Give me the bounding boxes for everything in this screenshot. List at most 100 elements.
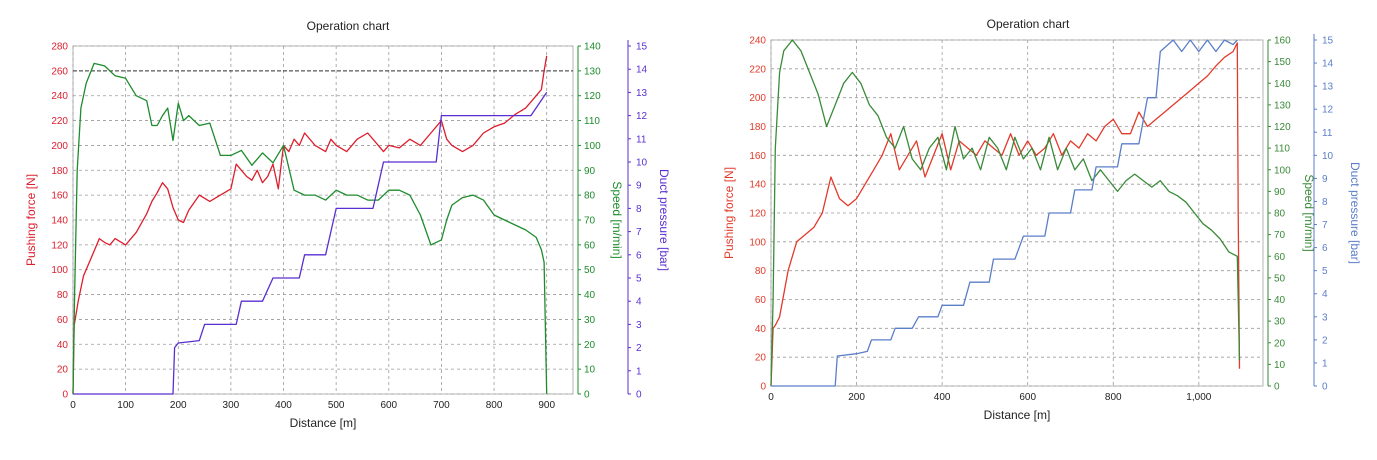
- force-tick-label: 20: [57, 365, 69, 376]
- force-tick-label: 0: [760, 382, 766, 393]
- speed-tick-label: 10: [1274, 360, 1286, 371]
- chart-title: Operation chart: [307, 19, 390, 33]
- pressure-axis-label: Duct pressure [bar]: [657, 169, 671, 271]
- pressure-tick-label: 0: [636, 390, 642, 401]
- speed-tick-label: 30: [584, 315, 596, 326]
- speed-tick-label: 60: [1274, 252, 1286, 263]
- x-tick-label: 600: [380, 400, 397, 411]
- speed-tick-label: 90: [1274, 187, 1286, 198]
- x-tick-label: 900: [538, 400, 555, 411]
- pressure-tick-label: 10: [636, 158, 648, 169]
- speed-tick-label: 60: [584, 240, 596, 251]
- x-tick-label: 800: [486, 400, 503, 411]
- force-tick-label: 20: [755, 353, 767, 364]
- force-tick-label: 80: [57, 290, 69, 301]
- x-tick-label: 800: [1105, 392, 1122, 403]
- force-tick-label: 100: [749, 237, 766, 248]
- speed-tick-label: 100: [1274, 165, 1291, 176]
- x-axis-label: Distance [m]: [984, 408, 1051, 422]
- pressure-series-line: [771, 39, 1238, 387]
- speed-tick-label: 110: [1274, 144, 1290, 155]
- x-tick-label: 100: [117, 400, 134, 411]
- speed-tick-label: 160: [1274, 36, 1291, 47]
- speed-tick-label: 50: [1274, 273, 1286, 284]
- pressure-tick-label: 14: [636, 65, 648, 76]
- force-tick-label: 160: [51, 191, 68, 202]
- force-tick-label: 140: [749, 180, 766, 191]
- speed-tick-label: 40: [1274, 295, 1286, 306]
- speed-tick-label: 0: [584, 390, 590, 401]
- force-tick-label: 40: [755, 324, 767, 335]
- pressure-axis-label: Duct pressure [bar]: [1348, 162, 1362, 264]
- speed-tick-label: 140: [584, 42, 601, 53]
- speed-tick-label: 10: [584, 365, 596, 376]
- pressure-tick-label: 15: [636, 42, 648, 53]
- speed-tick-label: 100: [584, 141, 601, 152]
- force-series-line: [770, 42, 1241, 387]
- x-tick-label: 0: [70, 400, 76, 411]
- speed-tick-label: 0: [1274, 382, 1280, 393]
- force-tick-label: 240: [51, 91, 68, 102]
- chart-title: Operation chart: [987, 17, 1070, 31]
- force-tick-label: 180: [51, 166, 68, 177]
- force-tick-label: 0: [62, 390, 68, 401]
- pressure-tick-label: 7: [636, 227, 642, 238]
- pressure-tick-label: 5: [636, 274, 642, 285]
- pressure-tick-label: 6: [636, 250, 642, 261]
- pressure-tick-label: 12: [636, 111, 648, 122]
- pressure-tick-label: 5: [1322, 266, 1328, 277]
- speed-axis-label: Speed [m/min]: [610, 181, 624, 258]
- force-tick-label: 140: [51, 216, 68, 227]
- pressure-tick-label: 8: [636, 204, 642, 215]
- speed-series-line: [770, 39, 1241, 387]
- pressure-tick-label: 2: [1322, 335, 1328, 346]
- force-tick-label: 220: [51, 116, 68, 127]
- x-tick-label: 0: [768, 392, 774, 403]
- pressure-tick-label: 11: [1322, 128, 1333, 139]
- speed-tick-label: 150: [1274, 57, 1291, 68]
- speed-tick-label: 80: [1274, 209, 1286, 220]
- force-tick-label: 260: [51, 66, 68, 77]
- pressure-tick-label: 12: [1322, 105, 1334, 116]
- speed-tick-label: 120: [1274, 122, 1291, 133]
- x-tick-label: 400: [275, 400, 292, 411]
- speed-tick-label: 50: [584, 265, 596, 276]
- force-axis-label: Pushing force [N]: [24, 174, 38, 266]
- force-tick-label: 200: [749, 93, 766, 104]
- speed-tick-label: 70: [1274, 230, 1286, 241]
- speed-tick-label: 70: [584, 216, 596, 227]
- pressure-tick-label: 4: [636, 297, 642, 308]
- force-tick-label: 280: [51, 42, 68, 53]
- speed-tick-label: 40: [584, 290, 596, 301]
- force-tick-label: 40: [57, 340, 69, 351]
- force-tick-label: 160: [749, 151, 766, 162]
- pressure-tick-label: 1: [636, 366, 642, 377]
- x-tick-label: 400: [934, 392, 951, 403]
- force-tick-label: 100: [51, 265, 68, 276]
- speed-tick-label: 120: [584, 91, 601, 102]
- pressure-tick-label: 9: [636, 181, 642, 192]
- pressure-tick-label: 6: [1322, 243, 1328, 254]
- pressure-tick-label: 0: [1322, 382, 1328, 393]
- pressure-tick-label: 4: [1322, 289, 1328, 300]
- force-tick-label: 240: [749, 36, 766, 47]
- force-tick-label: 180: [749, 122, 766, 133]
- x-axis-label: Distance [m]: [290, 416, 357, 430]
- speed-tick-label: 30: [1274, 317, 1286, 328]
- force-axis-label: Pushing force [N]: [722, 167, 736, 259]
- force-tick-label: 80: [755, 266, 767, 277]
- speed-tick-label: 20: [1274, 338, 1286, 349]
- force-tick-label: 220: [749, 64, 766, 75]
- x-tick-label: 600: [1019, 392, 1036, 403]
- pressure-tick-label: 3: [1322, 312, 1328, 323]
- speed-tick-label: 130: [584, 66, 601, 77]
- force-tick-label: 120: [51, 240, 68, 251]
- x-tick-label: 300: [223, 400, 240, 411]
- force-tick-label: 120: [749, 209, 766, 220]
- speed-axis-label: Speed [m/min]: [1302, 174, 1316, 251]
- speed-tick-label: 140: [1274, 79, 1291, 90]
- pressure-tick-label: 14: [1322, 59, 1334, 70]
- pressure-tick-label: 9: [1322, 174, 1328, 185]
